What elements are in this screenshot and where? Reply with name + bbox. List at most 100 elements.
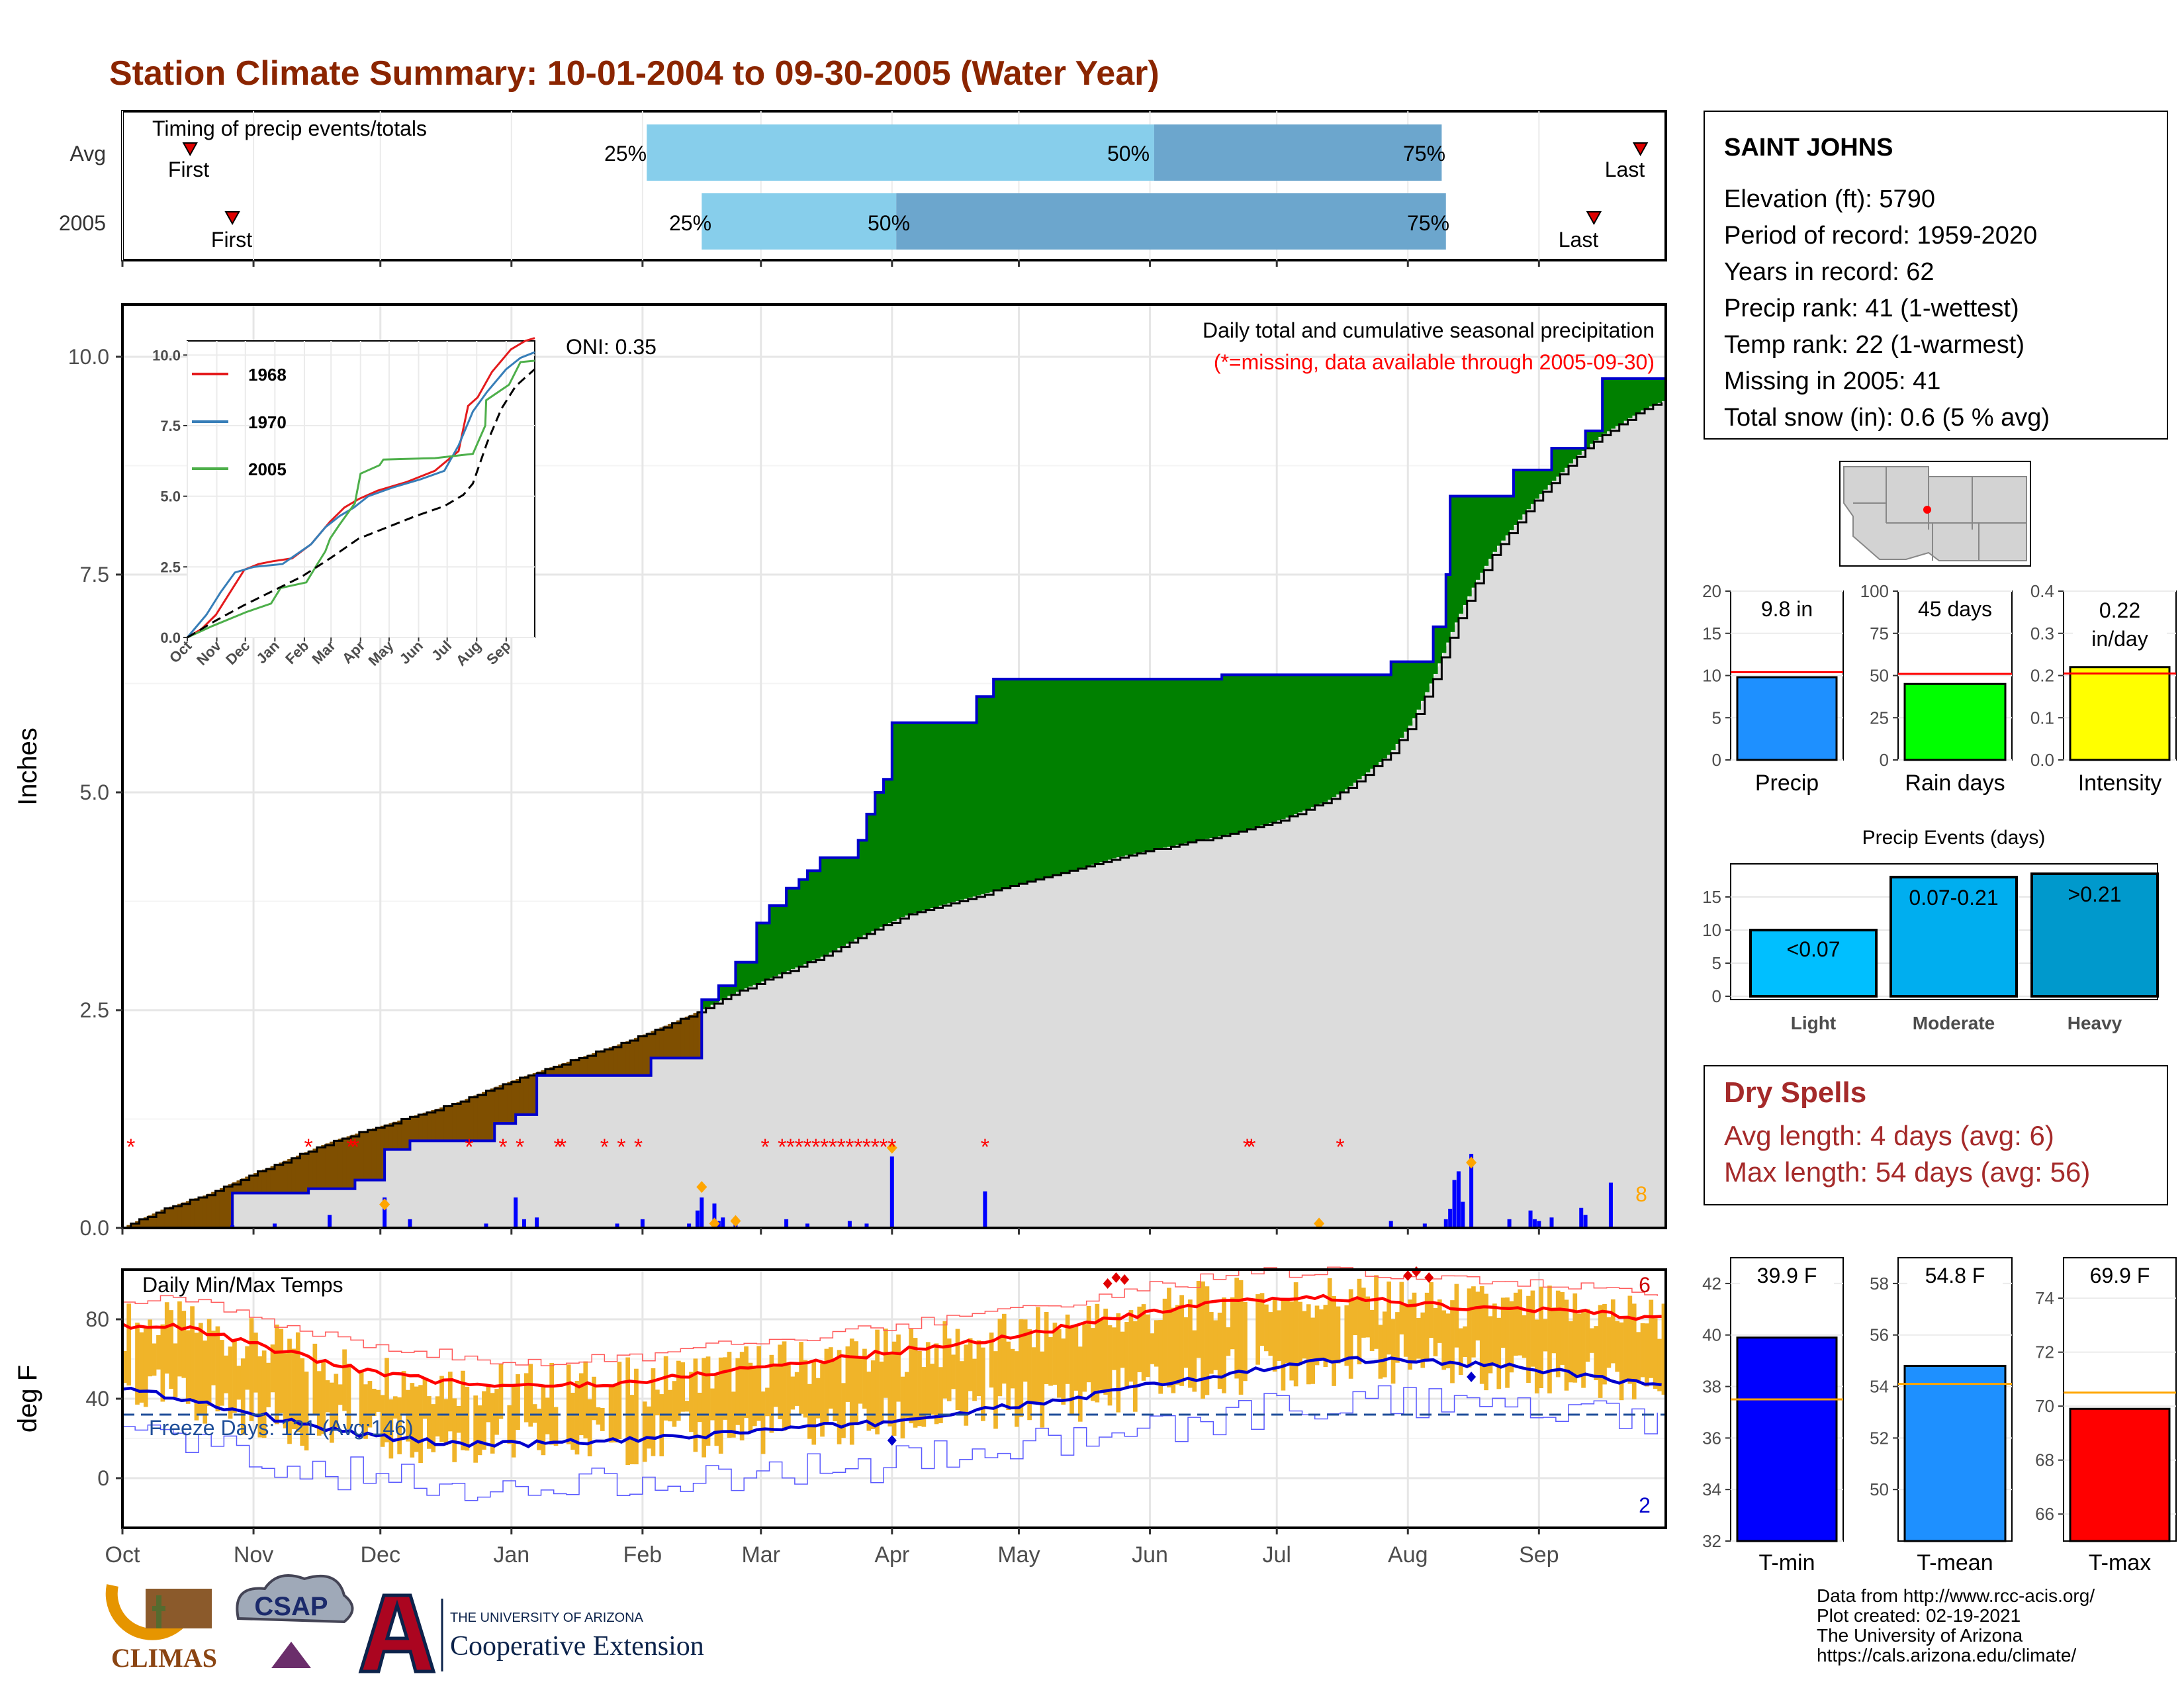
- temp-summary-ytick-label-1-4: 58: [1870, 1274, 1889, 1293]
- temp-daily-bar: [177, 1301, 182, 1377]
- precip-anomaly-band: [1513, 470, 1518, 525]
- summary-ytick-label-2-1: 0.1: [2030, 708, 2054, 727]
- precip-anomaly-band: [1116, 679, 1121, 858]
- precip-anomaly-band: [735, 962, 741, 992]
- temp-daily-bar: [1627, 1295, 1633, 1384]
- precip-anomaly-band: [1175, 679, 1180, 845]
- precip-anomaly-band: [1500, 496, 1506, 541]
- temp-daily-bar: [203, 1340, 208, 1424]
- temp-record-high-marker-2: [1120, 1274, 1130, 1285]
- temp-daily-bar: [1645, 1323, 1649, 1387]
- precip-anomaly-band: [866, 814, 872, 933]
- precip-anomaly-band: [778, 906, 783, 975]
- temp-daily-bar: [794, 1372, 799, 1406]
- precip-anomaly-band: [849, 857, 854, 942]
- temp-daily-bar: [1530, 1290, 1535, 1367]
- temp-daily-bar: [866, 1372, 872, 1431]
- temp-daily-bar: [156, 1335, 161, 1370]
- precip-anomaly-band: [447, 1105, 453, 1141]
- precip-ytick-label-2: 5.0: [80, 780, 109, 804]
- precip-anomaly-band: [942, 722, 948, 905]
- precip-anomaly-band: [1353, 675, 1358, 783]
- precip-daily-bar-19: [805, 1223, 810, 1228]
- precip-anomaly-band: [1132, 679, 1138, 854]
- precip-anomaly-band: [1154, 679, 1159, 850]
- summary-label-bg-2: [2073, 592, 2167, 655]
- precip-daily-bar-11: [687, 1223, 692, 1228]
- precip-daily-bar-29: [1452, 1180, 1457, 1228]
- temp-daily-bar: [1344, 1305, 1349, 1366]
- precip-anomaly-band: [291, 1157, 296, 1194]
- temp-daily-bar: [160, 1324, 165, 1402]
- precip-anomaly-band: [1661, 378, 1666, 402]
- events-bar-label-2: >0.21: [2068, 882, 2122, 906]
- temp-daily-bar: [993, 1351, 998, 1429]
- precip-anomaly-band: [739, 962, 745, 990]
- summary-ytick-label-2-4: 0.4: [2030, 581, 2054, 601]
- precip-anomaly-band: [1222, 675, 1227, 836]
- timing-avg-q75-label: 75%: [1403, 142, 1445, 165]
- temp-daily-bar: [909, 1329, 914, 1424]
- temp-daily-bar: [570, 1392, 575, 1450]
- temp-summary-value-label-1: 54.8 F: [1925, 1264, 1985, 1288]
- precip-daily-bar-34: [1528, 1210, 1533, 1228]
- station-name: SAINT JOHNS: [1724, 134, 1893, 162]
- precip-anomaly-band: [1323, 675, 1328, 802]
- temp-summary-bar-t-min: [1736, 1336, 1838, 1542]
- precip-anomaly-band: [181, 1202, 187, 1228]
- precip-anomaly-band: [1044, 679, 1049, 878]
- precip-daily-bar-31: [1461, 1201, 1465, 1228]
- temp-daily-bar: [1437, 1299, 1442, 1343]
- temp-daily-bar: [946, 1338, 952, 1401]
- precip-missing-marker-20: *: [837, 1135, 846, 1160]
- temp-daily-bar: [629, 1395, 635, 1465]
- temp-daily-bar: [443, 1399, 449, 1446]
- precip-anomaly-band: [1543, 470, 1548, 490]
- precip-anomaly-band: [930, 722, 935, 908]
- csap-mountain-icon: [271, 1642, 311, 1668]
- precip-anomaly-band: [1484, 496, 1489, 566]
- temp-daily-bar: [1052, 1323, 1058, 1385]
- temp-daily-bar: [316, 1371, 322, 1436]
- temp-daily-bar: [807, 1383, 812, 1439]
- temp-summary-ytick-label-1-0: 50: [1870, 1479, 1889, 1499]
- summary-value-label-2: 0.22: [2099, 598, 2140, 622]
- temp-daily-bar: [617, 1362, 622, 1439]
- timing-panel-label: Timing of precip events/totals: [152, 117, 427, 140]
- precip-anomaly-band: [1310, 675, 1316, 808]
- temp-daily-bar: [942, 1321, 948, 1399]
- temp-daily-bar: [583, 1361, 588, 1438]
- precip-anomaly-band: [1399, 661, 1404, 738]
- precip-anomaly-band: [1594, 430, 1599, 441]
- precip-daily-bar-12: [695, 1210, 700, 1228]
- temp-daily-bar: [553, 1407, 559, 1446]
- precip-anomaly-band: [659, 1027, 664, 1058]
- precip-anomaly-band: [1031, 679, 1036, 881]
- temp-daily-bar: [1031, 1347, 1036, 1404]
- university-of-arizona-logo: THE UNIVERSITY OF ARIZONA Cooperative Ex…: [358, 1593, 704, 1673]
- precip-anomaly-band: [689, 1015, 694, 1058]
- temp-daily-bar: [325, 1380, 330, 1413]
- temp-daily-bar: [1175, 1305, 1180, 1385]
- temp-daily-bar: [875, 1329, 880, 1434]
- temp-daily-bar: [1547, 1286, 1552, 1393]
- precip-anomaly-band: [1069, 679, 1075, 872]
- precip-ytick-label-0: 0.0: [80, 1216, 109, 1240]
- precip-anomaly-band: [946, 722, 952, 904]
- precip-anomaly-band: [1158, 679, 1163, 849]
- temp-daily-bar: [152, 1343, 157, 1376]
- map-state-outline: [1843, 466, 2027, 561]
- precip-daily-bar-9: [615, 1223, 619, 1228]
- timing-Avg-first-marker: [182, 142, 198, 157]
- temp-ytick-label-0: 0: [97, 1466, 109, 1490]
- precip-anomaly-band: [604, 1049, 610, 1076]
- temp-daily-bar: [769, 1354, 774, 1433]
- precip-anomaly-band: [363, 1131, 369, 1180]
- precip-anomaly-band: [494, 1086, 500, 1124]
- precip-anomaly-band: [245, 1176, 250, 1194]
- timing-2005-q75-label: 75%: [1407, 211, 1449, 235]
- precip-anomaly-band: [824, 857, 829, 955]
- precip-daily-bar-35: [1532, 1219, 1537, 1228]
- temp-daily-bar: [951, 1354, 956, 1389]
- station-line-missing: Missing in 2005: 41: [1724, 367, 1940, 395]
